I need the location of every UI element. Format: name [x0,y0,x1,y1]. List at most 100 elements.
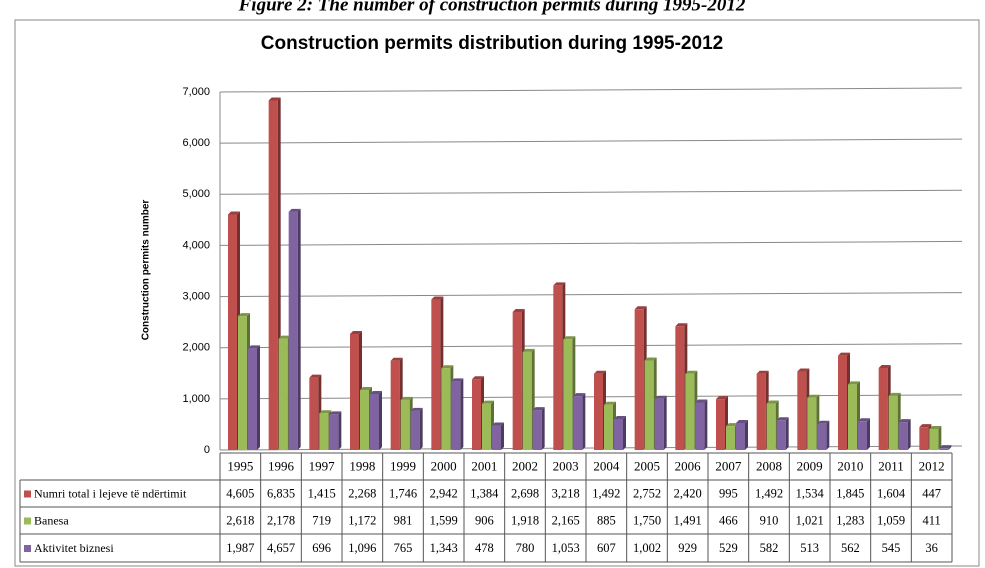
bar-top [563,336,576,340]
bar-top [939,445,952,449]
bar-top [675,323,688,327]
table-value: 1,172 [348,513,376,527]
bar-top [604,401,616,405]
bar-side [867,418,870,450]
bar-side [663,395,667,450]
table-value: 1,987 [226,541,254,555]
bar-top [370,390,382,394]
table-value: 1,343 [430,541,458,555]
bar [614,418,623,450]
table-value: 1,534 [796,486,825,500]
bar [766,403,776,450]
table-value: 1,604 [877,486,906,500]
table-value: 529 [719,541,738,555]
table-value: 2,942 [430,486,458,500]
figure-caption: Figure 2: The number of construction per… [238,0,746,15]
table-value: 2,698 [511,486,539,500]
table-value: 2,165 [552,513,580,527]
legend-key [24,545,31,552]
bar-side [948,445,952,450]
legend-key [24,490,31,498]
x-tick-label: 2001 [471,458,497,473]
bar-top [594,370,606,374]
table-value: 1,599 [430,513,458,527]
table-value: 1,491 [674,513,702,527]
bar-top [329,411,342,415]
legend-key [24,517,31,525]
bar [573,396,583,450]
table-value: 1,002 [633,541,661,555]
table-value: 545 [882,541,901,555]
x-tick-label: 2006 [675,458,702,473]
bar [288,211,298,450]
grid-line [219,87,963,93]
bar-top [898,419,911,423]
table-value: 6,835 [267,486,295,500]
bar-side [460,378,464,450]
bar-top [390,357,403,361]
bar [553,285,563,450]
bar-side [582,393,586,450]
bar [238,316,247,450]
bar [756,373,766,450]
bar-top [268,97,281,101]
bar-top [512,309,525,313]
bar [400,399,410,450]
bar-side [338,411,342,450]
bar-side [541,407,545,450]
y-tick-label: 5,000 [182,188,210,200]
bar-side [938,425,942,450]
bar [838,355,847,450]
bar-side [907,419,911,450]
table-value: 906 [475,513,494,527]
table-value: 1,096 [348,541,376,555]
table-value: 2,268 [348,486,376,500]
bar-top [238,313,250,317]
y-tick-label: 7,000 [182,86,210,98]
table-value: 478 [475,541,494,555]
bar-top [736,419,748,423]
bar [482,403,491,450]
legend-label: Banesa [34,513,69,527]
chart-title: Construction permits distribution during… [261,33,723,54]
table-value: 582 [760,541,779,555]
table-value: 765 [394,541,413,555]
bar-top [929,425,942,429]
x-tick-label: 2005 [634,458,660,473]
table-value: 411 [923,513,941,527]
bar-top [817,420,830,424]
table-value: 607 [597,541,616,555]
bar-top [776,417,789,421]
table-value: 2,618 [226,513,254,527]
bar-side [501,422,504,450]
table-value: 562 [841,541,860,555]
bar-top [807,394,820,398]
bar-top [685,370,698,374]
bar-top [309,374,322,378]
x-tick-label: 1997 [309,458,336,473]
bar-side [379,390,382,450]
bar [370,393,379,450]
bar-top [858,418,870,422]
x-tick-label: 2011 [878,458,904,473]
bar-top [441,365,454,369]
bar [329,414,339,450]
bar [472,379,481,450]
bar [776,420,786,450]
y-tick-label: 4,000 [182,239,210,251]
bar-top [878,364,891,368]
bar [532,410,542,450]
grid-line [219,138,963,144]
y-axis-label: Construction permits number [141,200,152,341]
y-tick-label: 2,000 [182,342,210,354]
x-tick-label: 2002 [512,458,538,473]
bar [675,326,685,450]
y-tick-label: 0 [204,444,210,456]
bar [634,309,644,450]
bar-top [614,415,626,419]
table-value: 1,059 [877,513,905,527]
grid-line [219,343,963,349]
bar [898,422,908,450]
bar [654,398,664,450]
